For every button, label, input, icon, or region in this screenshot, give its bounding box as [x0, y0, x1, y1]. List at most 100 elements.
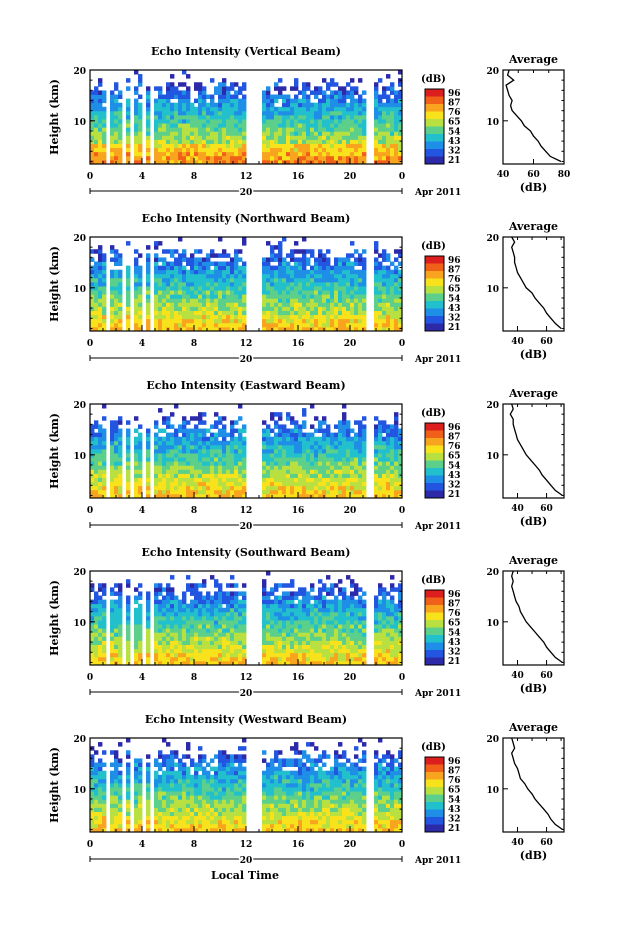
heatmap-cell — [162, 469, 167, 474]
heatmap-cell — [294, 322, 299, 328]
heatmap-cell — [230, 481, 235, 487]
heatmap-cell — [298, 448, 303, 454]
heatmap-cell — [170, 636, 175, 641]
heatmap-cell — [226, 624, 231, 629]
heatmap-cell — [346, 310, 351, 316]
heatmap-cell — [238, 119, 243, 124]
heatmap-cell — [118, 139, 123, 144]
heatmap-cell — [274, 277, 279, 283]
heatmap-cell — [362, 261, 367, 267]
month-label: Apr 2011 — [414, 355, 461, 365]
heatmap-cell — [174, 485, 179, 491]
heatmap-cell — [274, 652, 279, 658]
heatmap-cell — [270, 485, 275, 491]
heatmap-cell — [178, 302, 183, 307]
heatmap-cell — [234, 94, 239, 100]
heatmap-cell — [218, 599, 223, 605]
heatmap-cell — [222, 310, 227, 316]
heatmap-cell — [318, 127, 323, 132]
heatmap-cell — [282, 620, 287, 625]
heatmap-cell — [210, 607, 215, 613]
heatmap-cell — [338, 106, 343, 112]
heatmap-cell — [270, 139, 275, 144]
heatmap-cell — [226, 489, 231, 495]
heatmap-cell — [266, 595, 271, 601]
heatmap-cell — [190, 159, 195, 165]
heatmap-cell — [262, 420, 267, 425]
heatmap-cell — [222, 277, 227, 283]
heatmap-cell — [98, 326, 103, 332]
heatmap-cell — [182, 277, 187, 283]
heatmap-cell — [310, 607, 315, 613]
heatmap-cell — [194, 652, 199, 658]
heatmap-cell — [302, 135, 307, 140]
heatmap-cell — [274, 326, 279, 332]
heatmap-cell — [394, 412, 399, 417]
heatmap-cell — [266, 139, 271, 144]
heatmap-cell — [338, 102, 343, 108]
heatmap-cell — [198, 286, 203, 291]
heatmap-cell — [138, 640, 143, 645]
heatmap-cell — [314, 656, 319, 662]
heatmap-cell — [286, 273, 291, 279]
heatmap-cell — [118, 493, 123, 499]
heatmap-cell — [314, 314, 319, 320]
heatmap-cell — [294, 611, 299, 617]
heatmap-cell — [94, 155, 99, 161]
heatmap-cell — [322, 298, 327, 303]
heatmap-cell — [334, 257, 339, 262]
heatmap-cell — [154, 448, 159, 454]
heatmap-cell — [286, 656, 291, 662]
heatmap-cell — [178, 485, 183, 491]
heatmap-cell — [138, 485, 143, 491]
heatmap-cell — [298, 106, 303, 112]
heatmap-cell — [114, 607, 119, 613]
heatmap-cell — [162, 306, 167, 311]
heatmap-cell — [186, 147, 191, 153]
heatmap-cell — [266, 277, 271, 283]
heatmap-cell — [274, 424, 279, 429]
heatmap-cell — [182, 481, 187, 487]
heatmap-cell — [358, 465, 363, 470]
heatmap-cell — [94, 615, 99, 621]
heatmap-cell — [282, 265, 287, 271]
heatmap-cell — [206, 648, 211, 654]
heatmap-cell — [318, 257, 323, 262]
heatmap-cell — [230, 624, 235, 629]
heatmap-cell — [354, 86, 359, 91]
heatmap-cell — [386, 318, 391, 324]
heatmap-cell — [158, 86, 163, 91]
heatmap-cell — [210, 135, 215, 140]
heatmap-cell — [158, 444, 163, 450]
heatmap-cell — [242, 485, 247, 491]
heatmap-cell — [178, 607, 183, 613]
heatmap-cell — [270, 298, 275, 303]
heatmap-cell — [286, 461, 291, 466]
heatmap-cell — [334, 457, 339, 462]
heatmap-cell — [114, 644, 119, 650]
heatmap-cell — [202, 261, 207, 267]
heatmap-cell — [178, 306, 183, 311]
heatmap-cell — [398, 110, 403, 116]
heatmap-cell — [206, 147, 211, 153]
heatmap-cell — [286, 595, 291, 601]
heatmap-cell — [338, 265, 343, 271]
heatmap-cell — [310, 644, 315, 650]
heatmap-cell — [214, 412, 219, 417]
heatmap-cell — [182, 102, 187, 108]
heatmap-cell — [182, 469, 187, 474]
heatmap-cell — [306, 591, 311, 596]
heatmap-cell — [162, 322, 167, 328]
heatmap-cell — [118, 428, 123, 434]
x-tick-label: 12 — [240, 339, 253, 349]
heatmap-cell — [238, 249, 243, 254]
heatmap-cell — [318, 485, 323, 491]
heatmap-cell — [162, 624, 167, 629]
heatmap-cell — [278, 290, 283, 295]
heatmap-cell — [398, 465, 403, 470]
heatmap-cell — [222, 286, 227, 291]
heatmap-cell — [146, 94, 151, 100]
heatmap-cell — [158, 477, 163, 483]
heatmap-cell — [266, 640, 271, 645]
heatmap-cell — [314, 448, 319, 454]
